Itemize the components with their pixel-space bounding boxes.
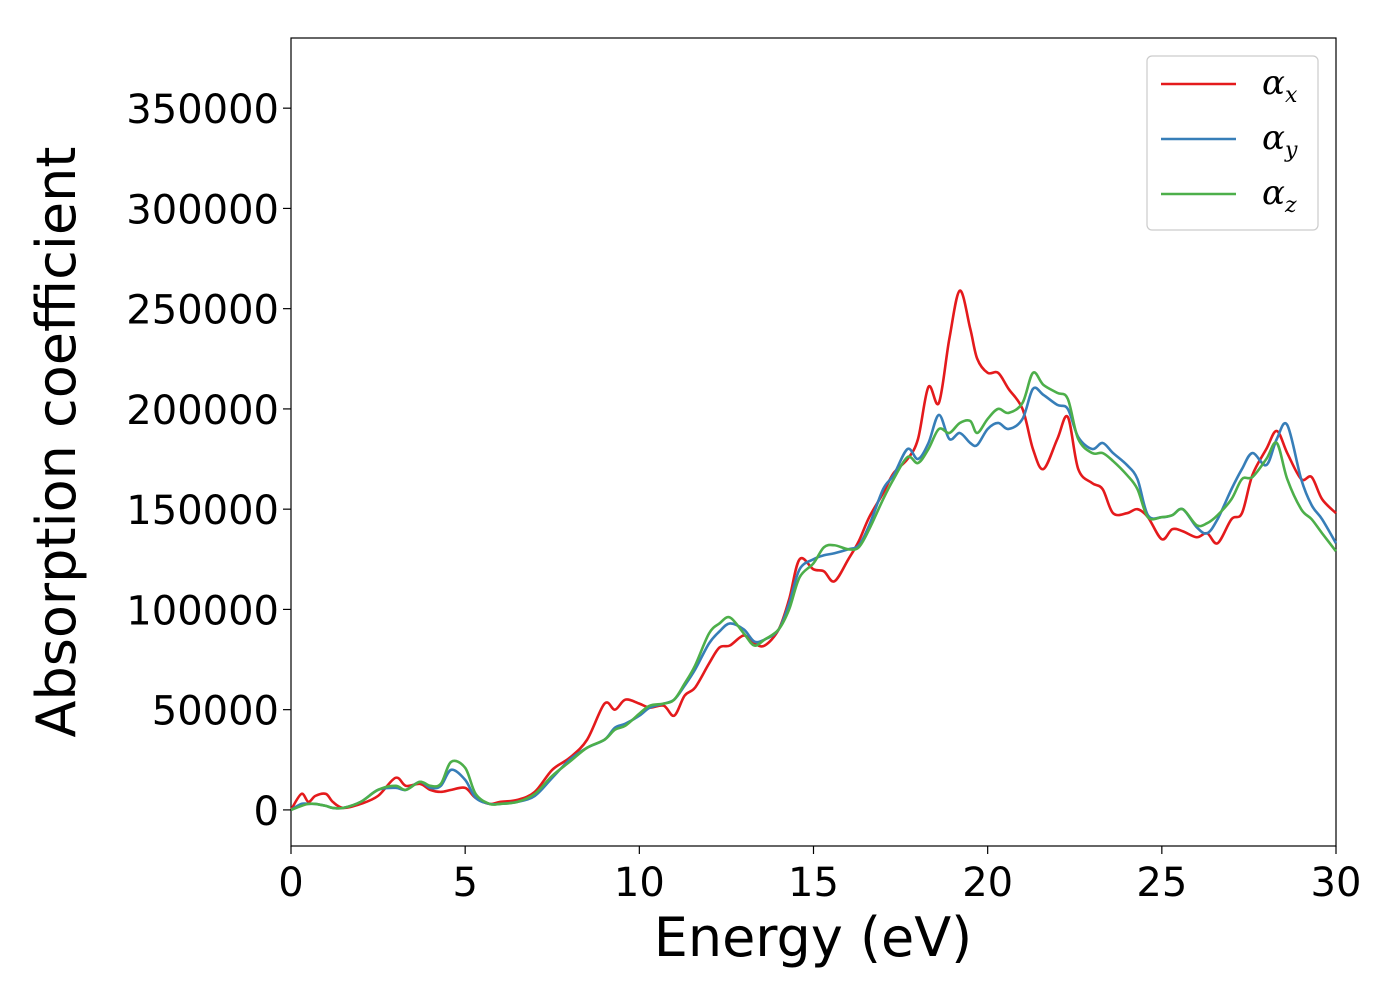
x-tick-label: 0 <box>278 860 303 906</box>
y-tick-label: 350000 <box>126 87 279 133</box>
series-line-x <box>289 289 1337 811</box>
x-tick-label: 10 <box>614 860 665 906</box>
y-tick-label: 150000 <box>126 488 279 534</box>
y-tick-label: 50000 <box>152 689 279 735</box>
legend-box <box>1146 55 1319 231</box>
y-tick-label: 0 <box>254 789 279 835</box>
y-tick-label: 250000 <box>126 288 279 334</box>
y-axis-title: Absorption coefficient <box>25 147 88 738</box>
series-line-z <box>290 371 1338 812</box>
x-tick-label: 5 <box>452 860 477 906</box>
x-tick-label: 15 <box>788 860 839 906</box>
x-tick-label: 25 <box>1136 860 1187 906</box>
legend-label-x: αx <box>1262 63 1298 108</box>
x-axis: 0 5 10 15 20 25 30 <box>278 846 1361 906</box>
series-line-y <box>290 386 1338 812</box>
x-axis-title: Energy (eV) <box>654 906 973 969</box>
y-tick-label: 100000 <box>126 588 279 634</box>
series-layer <box>289 289 1338 812</box>
x-tick-label: 20 <box>962 860 1013 906</box>
legend-label-y: αy <box>1262 118 1298 163</box>
y-axis: 0 50000 100000 150000 200000 250000 300000 3500… <box>126 87 291 835</box>
y-tick-label: 300000 <box>126 187 279 233</box>
y-tick-label: 200000 <box>126 388 279 434</box>
x-tick-label: 30 <box>1311 860 1362 906</box>
